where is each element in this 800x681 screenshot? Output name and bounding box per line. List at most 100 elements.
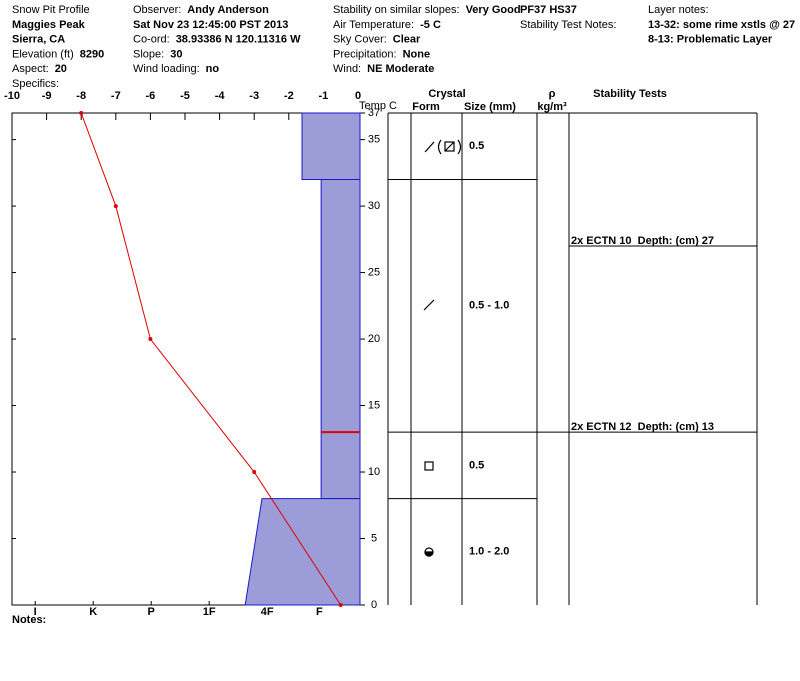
header-field: Specifics: <box>12 78 59 90</box>
table-header: kg/m³ <box>537 101 567 113</box>
table-header: Stability Tests <box>593 88 667 100</box>
field-value: no <box>206 63 220 75</box>
header-field: Maggies Peak <box>12 19 86 31</box>
field-label: Wind: <box>333 63 361 75</box>
hardness-layer <box>320 178 361 433</box>
table-header: Size (mm) <box>464 101 516 113</box>
test-label: 2x ECTN 10 Depth: (cm) 27 <box>571 235 714 247</box>
field-value: 30 <box>170 48 182 60</box>
temp-tick-label: -7 <box>111 90 121 102</box>
temp-tick-label: -1 <box>319 90 329 102</box>
header-field: Elevation (ft) 8290 <box>12 48 104 60</box>
field-label: Stability on similar slopes: <box>333 4 460 16</box>
header-field: Air Temperature: -5 C <box>333 19 441 31</box>
field-value: Sierra, CA <box>12 34 65 46</box>
header-field: Sierra, CA <box>12 34 65 46</box>
field-value: Snow Pit Profile <box>12 4 90 16</box>
header-field: Wind: NE Moderate <box>333 63 434 75</box>
height-tick-label: 37 <box>368 107 380 119</box>
header-field: Stability Test Notes: <box>520 19 616 31</box>
temp-tick-label: -9 <box>42 90 52 102</box>
temperature-point <box>148 337 153 342</box>
grain-size: 0.5 - 1.0 <box>469 300 509 312</box>
field-value: 38.93386 N 120.11316 W <box>176 34 301 46</box>
grain-size: 0.5 <box>469 140 484 152</box>
hardness-tick-label: P <box>148 606 155 618</box>
temp-tick-label: -10 <box>4 90 20 102</box>
table-header: Form <box>412 101 440 113</box>
height-tick-label: 20 <box>368 333 380 345</box>
hardness-layer <box>244 498 361 606</box>
field-label: Wind loading: <box>133 63 200 75</box>
header-field: 8-13: Problematic Layer <box>648 34 773 46</box>
header-field: Aspect: 20 <box>12 63 67 75</box>
temperature-point <box>79 111 84 115</box>
hardness-tick-label: I <box>34 606 37 618</box>
header-field: Co-ord: 38.93386 N 120.11316 W <box>133 34 301 46</box>
field-label: Air Temperature: <box>333 19 414 31</box>
header-field: Sky Cover: Clear <box>333 34 421 46</box>
y-axis-label: Temp C <box>359 100 397 112</box>
hardness-layer <box>320 431 361 500</box>
temp-tick-label: -8 <box>76 90 86 102</box>
field-value: NE Moderate <box>367 63 434 75</box>
height-tick-label: 0 <box>371 599 377 611</box>
table-header: Crystal <box>428 88 465 100</box>
field-label: Co-ord: <box>133 34 170 46</box>
field-value: Maggies Peak <box>12 19 86 31</box>
height-tick-label: 5 <box>371 532 377 544</box>
hardness-tick-label: 4F <box>261 606 274 618</box>
crystal-form-symbols <box>423 139 462 557</box>
field-value: 8290 <box>80 48 104 60</box>
height-tick-label: 10 <box>368 466 380 478</box>
field-value: 13-32: some rime xstls @ 27 <box>648 19 795 31</box>
header-field: Wind loading: no <box>133 63 219 75</box>
field-value: Layer notes: <box>648 4 709 16</box>
header-field: Sat Nov 23 12:45:00 PST 2013 <box>133 19 288 31</box>
temp-tick-label: 0 <box>355 90 361 102</box>
height-tick-label: 35 <box>368 134 380 146</box>
field-value: None <box>403 48 431 60</box>
hardness-tick-label: F <box>316 606 323 618</box>
field-value: Very Good <box>466 4 521 16</box>
field-label: Sky Cover: <box>333 34 387 46</box>
field-value: PF37 HS37 <box>520 4 577 16</box>
header-field: 13-32: some rime xstls @ 27 <box>648 19 795 31</box>
test-label: 2x ECTN 12 Depth: (cm) 13 <box>571 421 714 433</box>
temp-tick-label: -5 <box>180 90 190 102</box>
header-field: Slope: 30 <box>133 48 182 60</box>
table-header: ρ <box>549 88 556 100</box>
field-value: -5 C <box>420 19 441 31</box>
field-label: Elevation (ft) <box>12 48 74 60</box>
header-field: Layer notes: <box>648 4 709 16</box>
field-value: Specifics: <box>12 78 59 90</box>
header-field: Stability on similar slopes: Very Good <box>333 4 521 16</box>
temperature-point <box>252 470 257 475</box>
grain-size: 0.5 <box>469 459 484 471</box>
temp-tick-label: -4 <box>215 90 226 102</box>
field-label: Aspect: <box>12 63 49 75</box>
field-value: Andy Anderson <box>187 4 269 16</box>
hardness-layer <box>301 112 361 180</box>
temperature-point <box>113 204 118 209</box>
temperature-point <box>338 603 343 607</box>
field-value: 8-13: Problematic Layer <box>648 34 773 46</box>
height-tick-label: 15 <box>368 399 380 411</box>
grain-size: 1.0 - 2.0 <box>469 546 509 558</box>
header-field: Snow Pit Profile <box>12 4 90 16</box>
height-tick-label: 30 <box>368 200 380 212</box>
temp-tick-label: -2 <box>284 90 294 102</box>
header-field: Observer: Andy Anderson <box>133 4 269 16</box>
field-value: 20 <box>55 63 67 75</box>
table-frame <box>387 112 758 605</box>
temp-tick-label: -3 <box>249 90 259 102</box>
header-field: Precipitation: None <box>333 48 430 60</box>
field-value: Sat Nov 23 12:45:00 PST 2013 <box>133 19 288 31</box>
hardness-tick-label: 1F <box>203 606 216 618</box>
field-value: Clear <box>393 34 421 46</box>
field-label: Observer: <box>133 4 181 16</box>
field-value: Stability Test Notes: <box>520 19 616 31</box>
header-field: PF37 HS37 <box>520 4 577 16</box>
field-label: Precipitation: <box>333 48 397 60</box>
